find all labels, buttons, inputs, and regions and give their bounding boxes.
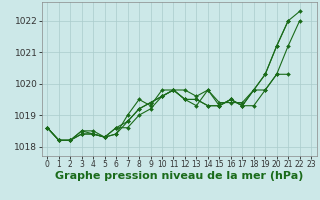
X-axis label: Graphe pression niveau de la mer (hPa): Graphe pression niveau de la mer (hPa)	[55, 171, 303, 181]
